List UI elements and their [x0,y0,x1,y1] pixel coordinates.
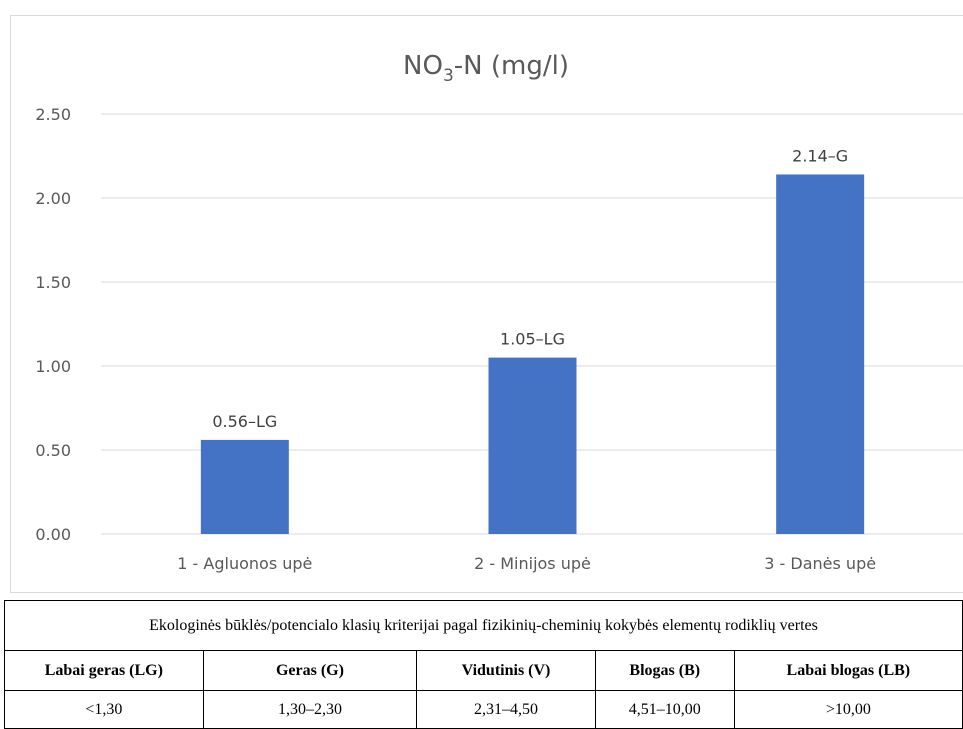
criteria-table: Ekologinės būklės/potencialo klasių krit… [4,600,963,729]
bar [200,439,289,534]
y-tick-label: 1.00 [35,357,71,376]
chart-title: NO3-N (mg/l) [403,51,569,86]
y-tick-label: 1.50 [35,273,71,292]
value-labai-geras: <1,30 [4,690,204,729]
title-subscript: 3 [443,66,454,86]
bar [776,174,865,535]
data-label: 2.14–G [792,146,848,165]
y-tick-label: 2.50 [35,105,71,124]
x-tick-label: 3 - Danės upė [764,554,876,573]
header-labai-geras: Labai geras (LG) [4,650,204,691]
x-tick-label: 1 - Agluonos upė [177,554,312,573]
y-tick-label: 0.00 [35,525,71,544]
x-tick-label: 2 - Minijos upė [474,554,591,573]
data-label: 0.56–LG [212,412,277,431]
header-blogas: Blogas (B) [594,650,735,691]
header-geras: Geras (G) [202,650,418,691]
bars [200,174,865,535]
data-label: 1.05–LG [500,330,565,349]
header-vidutinis: Vidutinis (V) [416,650,596,691]
title-main: NO [403,51,443,81]
y-tick-label: 2.00 [35,189,71,208]
value-geras: 1,30–2,30 [202,690,418,729]
bar [488,357,577,534]
table-caption: Ekologinės būklės/potencialo klasių krit… [4,600,963,651]
labels: 0.00 0.50 1.00 1.50 2.00 2.50 0.56–LG 1 - Agluo… [35,105,876,573]
value-vidutinis: 2,31–4,50 [416,690,596,729]
value-blogas: 4,51–10,00 [594,690,735,729]
chart-area: 0.00 0.50 1.00 1.50 2.00 2.50 0.56–LG 1 - Agluo… [10,15,963,593]
bar-chart: 0.00 0.50 1.00 1.50 2.00 2.50 0.56–LG 1 - Agluo… [35,51,963,573]
title-rest: -N (mg/l) [454,51,569,81]
y-tick-label: 0.50 [35,441,71,460]
header-labai-blogas: Labai blogas (LB) [733,650,963,691]
value-labai-blogas: >10,00 [733,690,963,729]
